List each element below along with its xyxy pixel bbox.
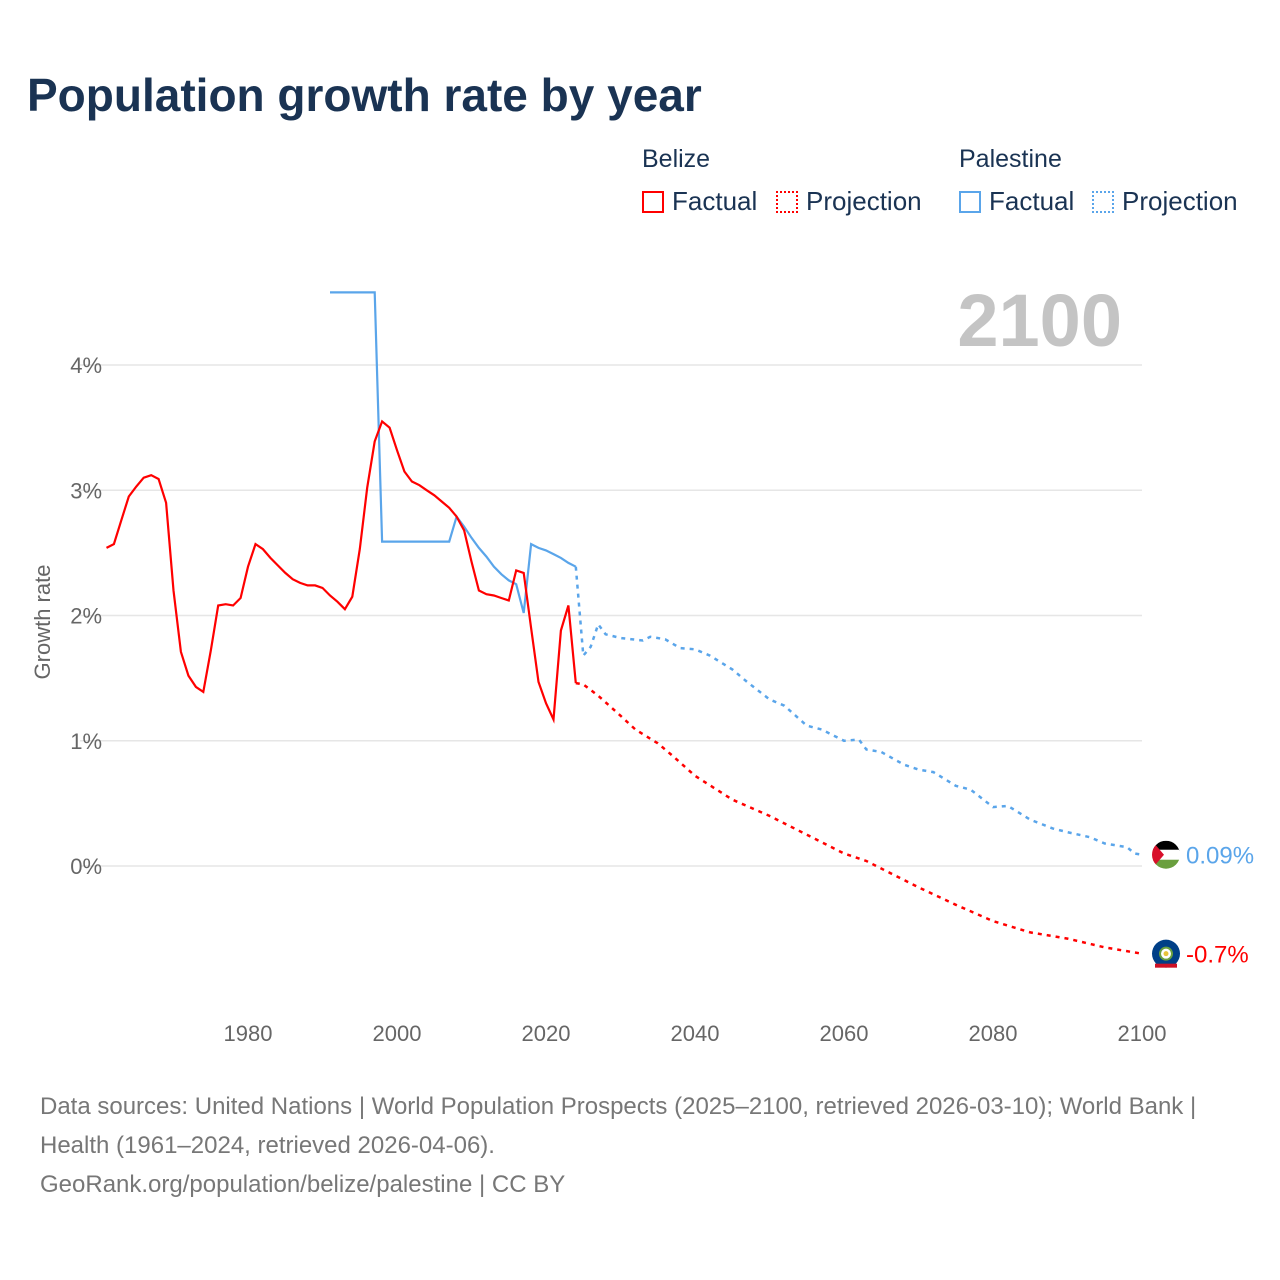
palestine-factual-line: [330, 291, 577, 614]
belize-end-label: -0.7%: [1186, 942, 1249, 969]
x-tick-label: 2080: [969, 1021, 1018, 1046]
belize-flag-stripe: [1155, 963, 1177, 968]
source-link[interactable]: GeoRank.org/population/belize/palestine …: [40, 1171, 566, 1198]
x-tick-label: 2020: [522, 1021, 571, 1046]
x-tick-label: 2100: [1118, 1021, 1167, 1046]
x-tick-label: 2040: [671, 1021, 720, 1046]
belize-factual-line: [105, 419, 577, 724]
legend-belize-projection[interactable]: Projection: [776, 186, 922, 217]
legend-label: Projection: [1122, 186, 1238, 216]
y-tick-label: 0%: [70, 854, 102, 879]
belize-flag-emblem-center: [1163, 951, 1169, 957]
legend-swatch-dotted: [1092, 190, 1114, 213]
current-year-label: 2100: [957, 279, 1122, 362]
legend-label: Factual: [672, 186, 758, 216]
y-tick-label: 2%: [70, 604, 102, 629]
belize-projection-line: [575, 681, 1143, 955]
y-axis-label: Growth rate: [30, 565, 55, 680]
y-tick-label: 4%: [70, 353, 102, 378]
palestine-end-label: 0.09%: [1186, 843, 1254, 870]
y-tick-label: 3%: [70, 478, 102, 503]
legend-palestine-factual[interactable]: Factual: [959, 186, 1074, 217]
x-tick-label: 2060: [820, 1021, 869, 1046]
footer: Data sources: United Nations | World Pop…: [40, 1087, 1240, 1204]
legend-belize-factual[interactable]: Factual: [642, 186, 757, 217]
legend-swatch-solid: [959, 190, 981, 213]
legend-label: Projection: [806, 186, 922, 216]
y-tick-label: 1%: [70, 729, 102, 754]
palestine-flag-icon: [1152, 840, 1180, 869]
legend-group-palestine: Palestine: [959, 145, 1062, 173]
legend-palestine-projection[interactable]: Projection: [1092, 186, 1238, 217]
x-tick-label: 2000: [373, 1021, 422, 1046]
palestine-projection-line: [574, 566, 1143, 856]
legend-swatch-solid: [642, 190, 664, 213]
chart-title: Population growth rate by year: [27, 69, 702, 121]
x-tick-label: 1980: [224, 1021, 273, 1046]
legend-group-belize: Belize: [642, 145, 711, 173]
legend-label: Factual: [989, 186, 1075, 216]
data-sources: Data sources: United Nations | World Pop…: [40, 1093, 1197, 1159]
legend-swatch-dotted: [776, 190, 798, 213]
